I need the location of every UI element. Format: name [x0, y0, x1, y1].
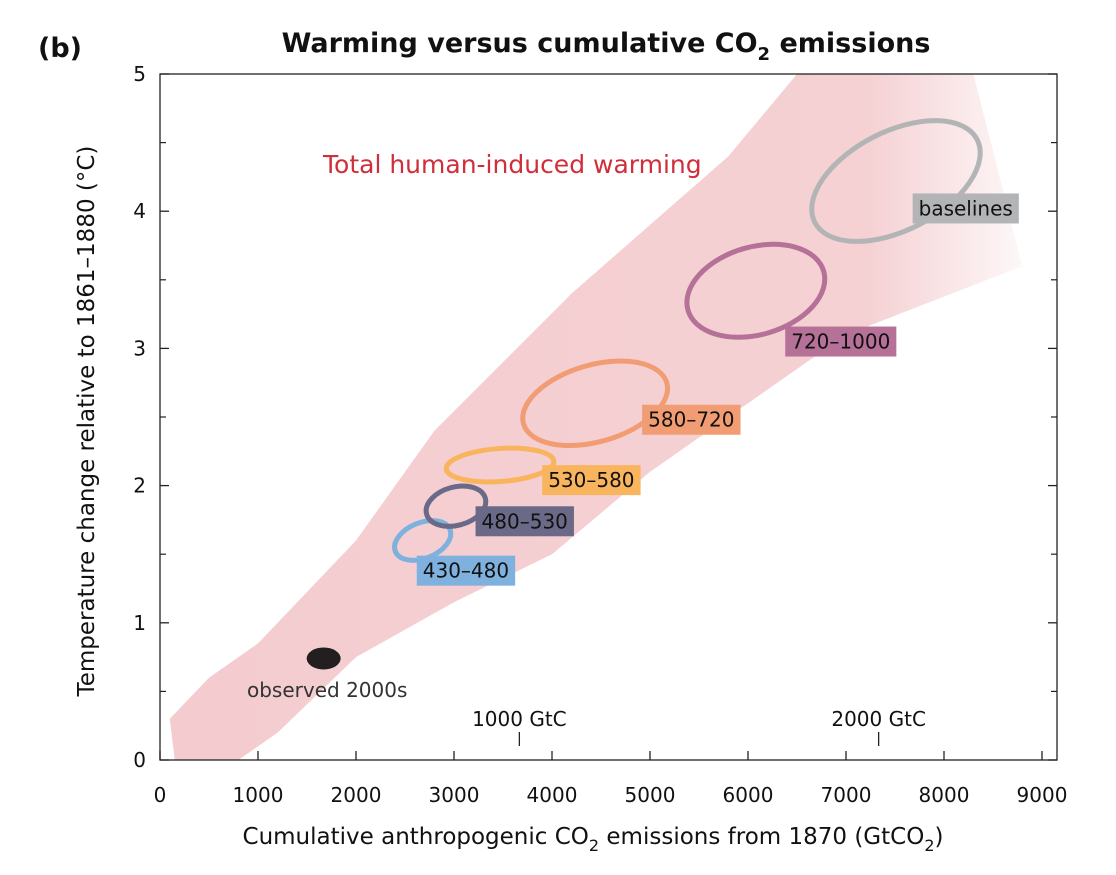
x-axis-label-subscript: 2	[589, 836, 599, 855]
series-label-box	[912, 193, 1019, 224]
y-tick-label: 5	[133, 62, 146, 86]
x-tick-label: 9000	[1017, 783, 1068, 807]
x-tick-label: 0	[154, 783, 167, 807]
y-tick-label: 2	[133, 474, 146, 498]
plot-area	[169, 74, 1023, 760]
x-axis-label-suffix: )	[935, 824, 944, 850]
observed-label: observed 2000s	[247, 678, 407, 702]
x-tick-label: 4000	[527, 783, 578, 807]
gtc-tick-label: 1000 GtC	[472, 707, 567, 731]
y-tick-label: 0	[133, 748, 146, 772]
chart-title-suffix: emissions	[770, 28, 930, 59]
x-tick-label: 1000	[233, 783, 284, 807]
axis-ticks	[159, 73, 1057, 761]
series-label-580-720: 580–720	[642, 404, 741, 435]
series-labels: 430–480 480–530 530–580 580–720 720–1000 base…	[416, 193, 1019, 586]
series-label-box	[416, 555, 516, 586]
x-tick-label: 2000	[331, 783, 382, 807]
ellipse-720-1000	[684, 241, 828, 340]
series-label-text: baselines	[919, 196, 1013, 220]
x-axis-label-prefix: Cumulative anthropogenic CO	[243, 824, 589, 850]
series-label-box	[542, 465, 641, 496]
band-label: Total human-induced warming	[322, 150, 702, 179]
series-label-box	[642, 404, 741, 435]
ellipse-480-530	[423, 483, 489, 529]
series-label-text: 580–720	[648, 408, 734, 432]
series-label-box	[475, 506, 574, 537]
series-label-720-1000: 720–1000	[785, 326, 897, 357]
series-label-530-580: 530–580	[542, 465, 641, 496]
series-label-text: 720–1000	[791, 330, 890, 354]
warming-band	[169, 74, 1023, 760]
x-axis-label-subscript2: 2	[924, 836, 934, 855]
observed-2000s-marker	[306, 647, 341, 670]
ellipse-530-580	[443, 445, 557, 485]
y-tick-label: 4	[133, 199, 146, 223]
y-axis-label: Temperature change relative to 1861–1880…	[74, 146, 100, 698]
series-label-text: 430–480	[423, 559, 509, 583]
x-axis-label-middle: emissions from 1870 (GtCO	[599, 824, 924, 850]
gtc-tick-label: 2000 GtC	[831, 707, 926, 731]
x-tick-label: 5000	[625, 783, 676, 807]
chart-title-prefix: Warming versus cumulative CO	[282, 28, 758, 59]
x-tick-label: 8000	[919, 783, 970, 807]
series-label-text: 530–580	[548, 468, 634, 492]
series-label-text: 480–530	[482, 509, 568, 533]
chart-title: Warming versus cumulative CO2 emissions	[282, 28, 931, 65]
y-tick-label: 1	[133, 611, 146, 635]
ellipse-580-720	[520, 358, 671, 449]
x-tick-label: 7000	[821, 783, 872, 807]
x-axis-label: Cumulative anthropogenic CO2 emissions f…	[243, 824, 944, 855]
series-label-430-480: 430–480	[416, 555, 516, 586]
ellipse-baselines	[809, 118, 983, 244]
series-label-box	[785, 326, 897, 357]
x-tick-label: 6000	[723, 783, 774, 807]
series-label-480-530: 480–530	[475, 506, 574, 537]
chart-title-subscript: 2	[758, 44, 771, 65]
y-tick-label: 3	[133, 336, 146, 360]
axis-tick-labels: 0 1000 2000 3000 4000 5000 6000 7000 8000 9000 0 1 2…	[133, 62, 1067, 807]
panel-label: (b)	[38, 33, 82, 64]
series-label-baselines: baselines	[912, 193, 1019, 224]
x-tick-label: 3000	[429, 783, 480, 807]
